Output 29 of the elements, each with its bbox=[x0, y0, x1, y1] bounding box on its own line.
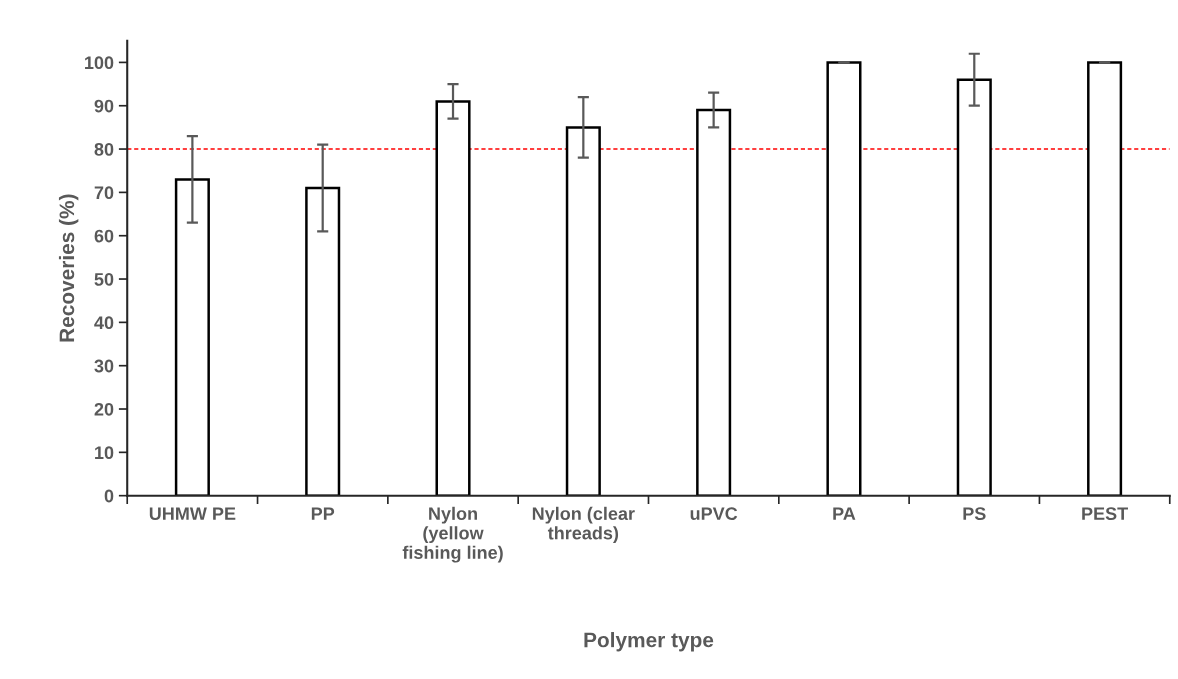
x-tick-label: PP bbox=[311, 507, 335, 520]
x-tick-label: PS bbox=[963, 507, 986, 521]
bar bbox=[565, 126, 601, 496]
bar bbox=[696, 108, 732, 496]
bar bbox=[1087, 61, 1123, 496]
bar bbox=[174, 178, 210, 496]
y-tick-label: 10 bbox=[95, 446, 114, 460]
x-tick-label: Nylon (yellow fishing line) bbox=[402, 506, 503, 563]
y-tick-label: 50 bbox=[94, 272, 114, 286]
x-axis-title: Polymer type bbox=[584, 632, 714, 652]
x-tick-label: PEST bbox=[1082, 507, 1128, 521]
bar bbox=[435, 100, 471, 496]
y-tick-label: 20 bbox=[94, 402, 114, 416]
y-tick-label: 40 bbox=[94, 316, 114, 330]
x-tick-label: Nylon (clear threads) bbox=[532, 506, 635, 544]
y-tick-label: 100 bbox=[85, 56, 114, 70]
y-tick-label: 0 bbox=[104, 489, 114, 503]
y-tick-label: 90 bbox=[94, 99, 114, 113]
y-tick-label: 70 bbox=[94, 186, 114, 200]
x-tick-label: PA bbox=[833, 507, 856, 520]
y-axis-title: Recoveries (%) bbox=[58, 194, 79, 342]
bar bbox=[956, 78, 992, 496]
bar bbox=[826, 61, 862, 496]
y-tick-label: 60 bbox=[94, 229, 114, 243]
y-tick-label: 30 bbox=[94, 359, 114, 373]
x-tick-label: UHMW PE bbox=[149, 507, 236, 521]
bar bbox=[305, 186, 341, 496]
x-tick-label: uPVC bbox=[690, 507, 738, 521]
y-tick-label: 80 bbox=[94, 142, 114, 156]
